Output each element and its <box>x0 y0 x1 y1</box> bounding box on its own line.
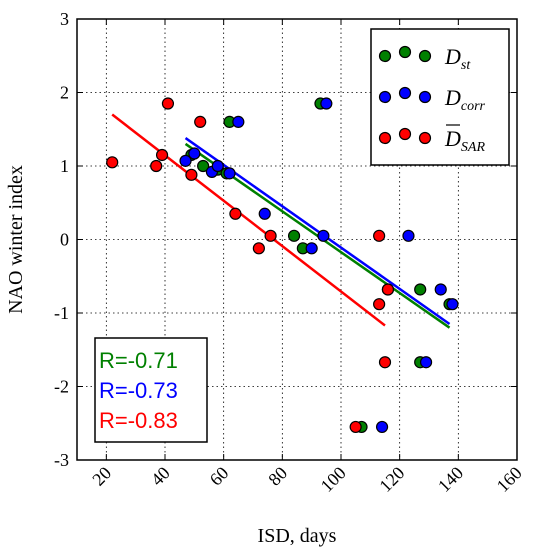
x-tick-label: 40 <box>147 463 174 490</box>
x-tick-label: 20 <box>88 463 115 490</box>
data-point-corr <box>320 97 333 110</box>
x-tick-label: 160 <box>493 463 526 496</box>
data-point-sar <box>229 207 242 220</box>
data-point-corr <box>188 147 201 160</box>
legend-label: Dst <box>444 44 471 73</box>
correlation-box: R=-0.71 R=-0.73 R=-0.83 <box>94 337 208 443</box>
data-point-corr <box>419 356 433 369</box>
data-point-corr <box>446 298 459 311</box>
data-point-sar <box>381 283 395 296</box>
data-point-st <box>197 159 210 173</box>
y-tick-label: -2 <box>54 377 69 397</box>
data-point-sar <box>349 420 362 434</box>
x-tick-label: 60 <box>206 463 233 490</box>
data-point-sar <box>373 298 386 311</box>
legend-marker <box>418 49 432 63</box>
data-point-corr <box>223 167 236 180</box>
y-tick-label: -3 <box>54 450 69 470</box>
y-tick-label: -1 <box>54 303 69 323</box>
data-point-corr <box>375 420 389 434</box>
legend-marker <box>378 90 392 104</box>
legend-marker <box>398 127 412 141</box>
x-tick-label: 120 <box>375 463 408 496</box>
data-point-sar <box>378 356 392 369</box>
legend-marker <box>418 90 432 104</box>
data-point-sar <box>155 148 169 162</box>
data-point-st <box>287 229 301 242</box>
data-point-sar <box>194 115 207 129</box>
y-tick-label: 2 <box>60 83 69 103</box>
y-tick-label: 1 <box>60 156 69 176</box>
legend-marker <box>378 49 392 63</box>
legend-label: Dcorr <box>444 85 486 114</box>
legend-marker <box>398 45 412 59</box>
legend-marker <box>378 131 392 145</box>
data-point-corr <box>317 229 330 242</box>
data-point-st <box>414 283 427 296</box>
correlation-label: R=-0.71 <box>99 348 178 373</box>
x-axis-title: ISD, days <box>258 525 337 547</box>
data-point-corr <box>232 115 245 129</box>
data-point-corr <box>211 159 224 173</box>
legend-box <box>370 28 510 166</box>
data-point-corr <box>258 207 271 220</box>
legend-marker <box>418 131 432 145</box>
x-tick-label: 100 <box>317 463 350 496</box>
data-point-sar <box>161 97 175 110</box>
y-tick-label: 0 <box>60 230 69 250</box>
data-point-sar <box>264 229 277 242</box>
data-point-corr <box>434 283 447 296</box>
correlation-label: R=-0.83 <box>99 408 178 433</box>
correlation-box-frame <box>94 337 208 443</box>
data-point-sar <box>252 242 265 255</box>
correlation-label: R=-0.73 <box>99 378 178 403</box>
data-point-corr <box>305 242 318 255</box>
legend: Dst Dcorr DSAR <box>370 28 510 166</box>
fit-line-sar <box>111 113 386 327</box>
y-axis-title: NAO winter index <box>5 165 27 314</box>
x-tick-label: 140 <box>434 463 467 496</box>
data-point-sar <box>185 168 198 181</box>
data-point-corr <box>179 154 192 167</box>
y-tick-label: 3 <box>60 9 69 29</box>
legend-marker <box>398 86 412 100</box>
data-point-corr <box>402 229 415 242</box>
data-points <box>106 97 459 434</box>
legend-label: DSAR <box>444 126 485 155</box>
data-point-sar <box>150 159 163 173</box>
data-point-sar <box>106 156 119 169</box>
data-point-sar <box>373 229 386 242</box>
x-tick-label: 80 <box>264 463 291 490</box>
